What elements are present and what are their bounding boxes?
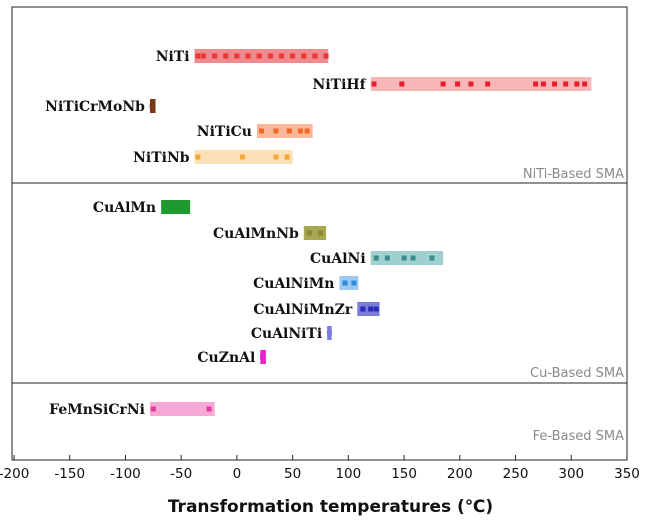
range-bar-cualmnnb <box>303 226 327 240</box>
data-point-cualmn <box>161 204 167 210</box>
data-point-niticrmonb <box>149 103 155 109</box>
data-point-cualniti <box>326 330 332 336</box>
data-point-niti <box>212 53 218 59</box>
alloy-label-femnsicrni: FeMnSiCrNi <box>49 402 145 418</box>
x-axis-label: Transformation temperatures (℃) <box>168 497 493 517</box>
data-point-cualmn <box>180 204 186 210</box>
data-point-cualnimnzr <box>368 306 374 312</box>
data-point-niticu <box>297 128 303 134</box>
data-point-niticu <box>273 128 279 134</box>
group-label-fe-based-sma: Fe-Based SMA <box>533 429 625 444</box>
data-point-cualmnnb <box>318 230 323 236</box>
data-point-niti <box>234 53 240 59</box>
x-tick-label: 200 <box>447 466 473 482</box>
alloy-label-niticu: NiTiCu <box>197 124 252 140</box>
range-bar-cualni <box>370 251 444 265</box>
data-point-niti <box>195 53 201 59</box>
data-point-cualni <box>429 255 435 261</box>
range-bar-femnsicrni <box>149 402 215 416</box>
data-point-cualmn <box>169 204 175 210</box>
data-point-nitihf <box>540 81 546 87</box>
range-bar-nitihf <box>370 77 592 91</box>
range-bar-cualmn <box>161 200 191 214</box>
x-tick-label: 100 <box>335 466 361 482</box>
data-point-niticu <box>286 128 292 134</box>
data-point-cualnimnzr <box>373 306 379 312</box>
data-point-nitinb <box>273 154 279 160</box>
alloy-label-nitinb: NiTiNb <box>133 150 190 166</box>
data-point-cualni <box>384 255 390 261</box>
alloy-label-cualmn: CuAlMn <box>93 200 156 216</box>
data-point-niti <box>200 53 206 59</box>
x-tick-label: 150 <box>391 466 417 482</box>
data-point-nitinb <box>284 154 290 160</box>
data-point-niti <box>223 53 229 59</box>
data-point-niti <box>267 53 273 59</box>
alloy-label-cualmnnb: CuAlMnNb <box>213 226 299 242</box>
data-point-cualnimn <box>342 280 348 286</box>
group-label-cu-based-sma: Cu-Based SMA <box>530 366 624 381</box>
data-point-niti <box>312 53 318 59</box>
data-point-niti <box>323 53 329 59</box>
alloy-label-cualnimnzr: CuAlNiMnZr <box>253 302 353 318</box>
range-bar-niticu <box>256 124 313 138</box>
alloy-label-nitihf: NiTiHf <box>313 77 367 93</box>
x-tick-label: 50 <box>284 466 301 482</box>
x-tick-label: -200 <box>0 466 29 482</box>
data-point-nitihf <box>485 81 491 87</box>
data-point-nitihf <box>440 81 446 87</box>
group-label-niti-based-sma: NiTi-Based SMA <box>523 167 624 182</box>
x-tick-label: 0 <box>233 466 242 482</box>
data-point-niti <box>278 53 284 59</box>
data-point-cualnimnzr <box>360 306 366 312</box>
data-point-nitihf <box>533 81 539 87</box>
data-point-nitihf <box>582 81 588 87</box>
alloy-label-niticrmonb: NiTiCrMoNb <box>45 99 145 115</box>
data-point-nitihf <box>574 81 580 87</box>
data-point-cualni <box>410 255 416 261</box>
alloy-label-cualniti: CuAlNiTi <box>251 326 322 342</box>
data-point-niti <box>245 53 251 59</box>
plot-frame <box>11 6 628 461</box>
data-point-nitihf <box>399 81 405 87</box>
data-point-niticu <box>258 128 264 134</box>
data-point-femnsicrni <box>206 406 212 412</box>
x-tick-label: 350 <box>614 466 640 482</box>
data-point-niti <box>301 53 307 59</box>
x-tick-label: -100 <box>110 466 141 482</box>
alloy-label-cualnimn: CuAlNiMn <box>253 276 334 292</box>
x-tick-label: -50 <box>170 466 192 482</box>
alloy-label-niti: NiTi <box>156 49 190 65</box>
data-point-nitihf <box>552 81 558 87</box>
data-point-nitihf <box>455 81 461 87</box>
data-point-nitinb <box>195 154 201 160</box>
x-tick-label: 300 <box>558 466 584 482</box>
data-point-cuznal <box>260 354 266 360</box>
data-point-nitinb <box>239 154 245 160</box>
data-point-cualni <box>373 255 379 261</box>
data-point-niti <box>290 53 296 59</box>
data-point-nitihf <box>371 81 377 87</box>
data-point-cualni <box>401 255 407 261</box>
x-tick-label: 250 <box>503 466 529 482</box>
data-point-cualnimn <box>351 280 357 286</box>
data-point-cualmnnb <box>306 230 312 236</box>
data-point-nitihf <box>468 81 474 87</box>
x-tick-label: -150 <box>54 466 85 482</box>
data-point-femnsicrni <box>150 406 156 412</box>
alloy-label-cualni: CuAlNi <box>310 251 366 267</box>
alloy-label-cuznal: CuZnAl <box>197 350 255 366</box>
data-point-niti <box>256 53 262 59</box>
data-point-nitihf <box>563 81 569 87</box>
data-point-niticu <box>304 128 310 134</box>
range-bar-cualnimn <box>339 276 359 290</box>
